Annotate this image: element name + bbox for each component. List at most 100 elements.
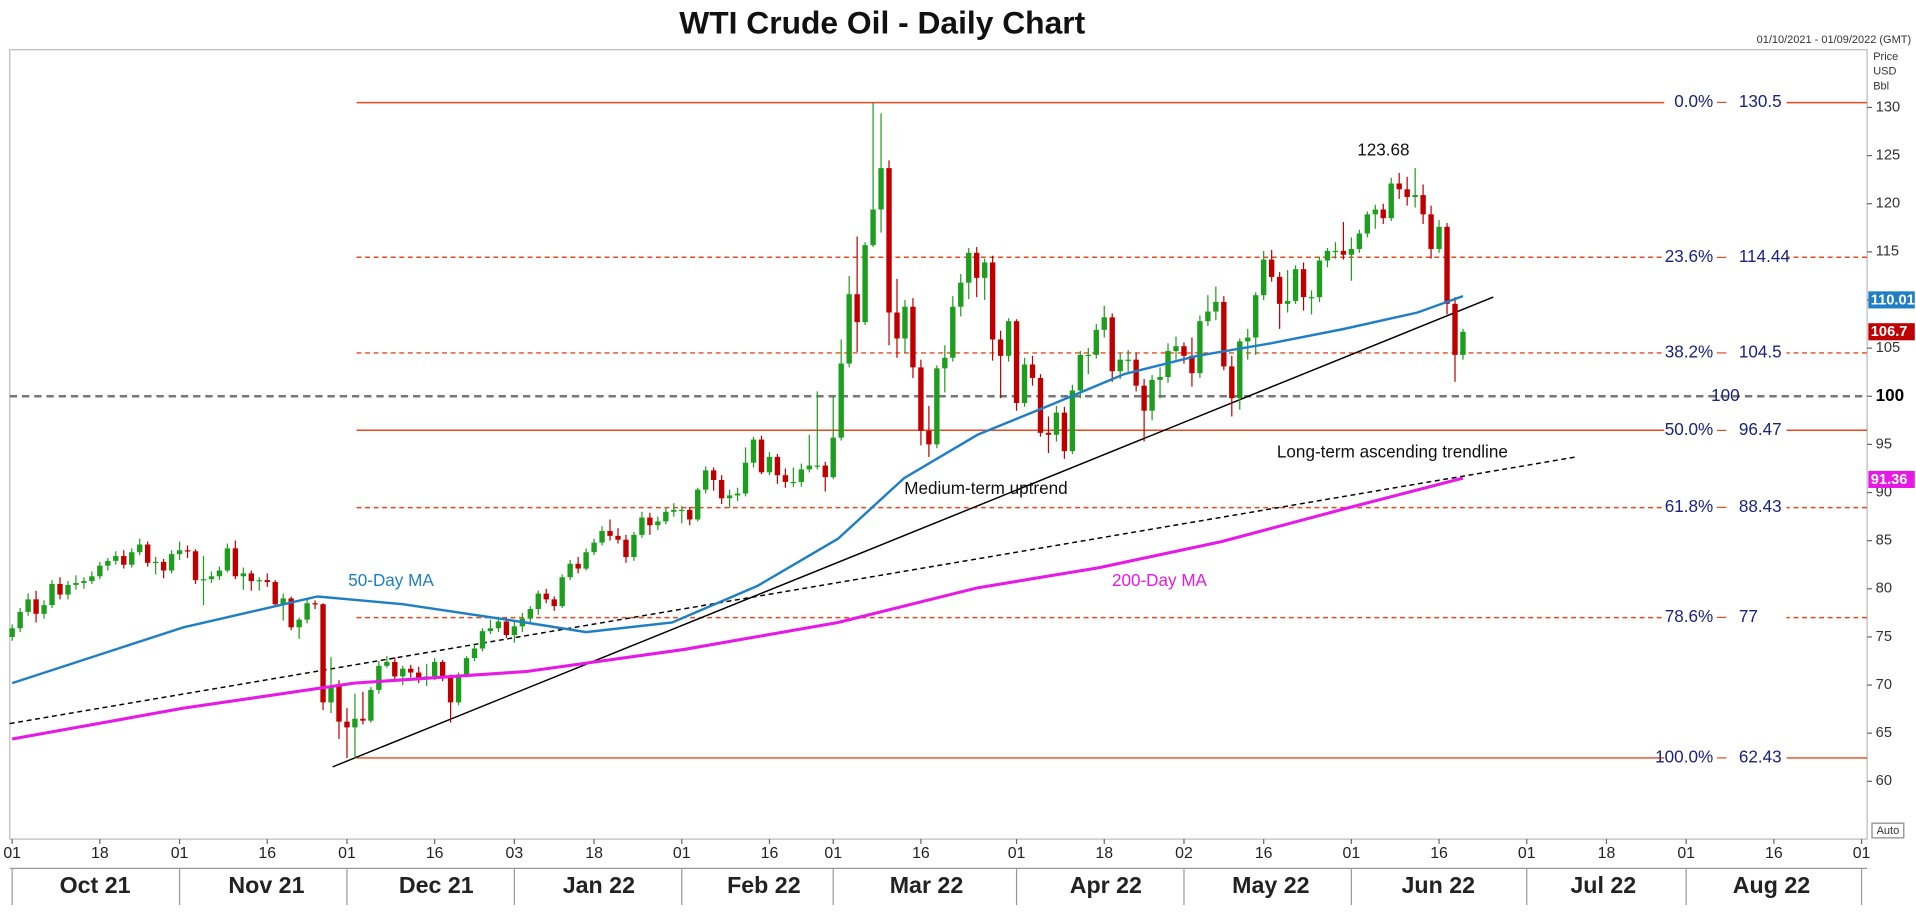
candle-body — [1268, 259, 1275, 277]
month-label: Jun 22 — [1402, 872, 1476, 898]
series-label: 50-Day MA — [348, 571, 434, 590]
candle-body — [702, 470, 709, 490]
candle-body — [137, 544, 143, 553]
month-label: Nov 21 — [228, 872, 304, 898]
y-tick-label: 95 — [1876, 436, 1892, 452]
candle-body — [822, 465, 828, 478]
fib-dash: – — [1717, 92, 1727, 111]
x-tick-label: 01 — [171, 845, 189, 862]
candle-body — [910, 306, 916, 368]
candle-body — [264, 580, 270, 583]
candle-body — [1237, 341, 1243, 399]
candle-body — [989, 262, 996, 340]
candle-body — [1292, 269, 1299, 301]
scale-mode-box — [1871, 822, 1905, 839]
candle-body — [65, 584, 71, 595]
x-tick-label: 01 — [1518, 845, 1536, 862]
candle-body — [663, 511, 669, 522]
candle-body — [599, 531, 605, 543]
candle-body — [766, 456, 773, 473]
candle-body — [1173, 346, 1179, 352]
candle-body — [33, 599, 39, 614]
candle-body — [862, 245, 868, 323]
trendline-label: Long-term ascending trendline — [1277, 442, 1508, 461]
candle-body — [567, 563, 573, 578]
candle-body — [1428, 214, 1434, 249]
candle-body — [814, 465, 820, 467]
candle-body — [384, 661, 390, 666]
candle-body — [160, 561, 167, 571]
unit-label: Bbl — [1873, 80, 1889, 92]
candle-body — [1253, 295, 1259, 338]
candle-body — [774, 456, 781, 476]
candle-body — [455, 674, 462, 703]
y-tick-label: 65 — [1876, 725, 1892, 741]
candle-body — [1316, 260, 1323, 298]
candle-body — [439, 661, 446, 677]
candle-body — [1444, 226, 1450, 304]
trendline — [332, 296, 1494, 768]
candle-body — [296, 619, 302, 628]
candle-body — [1388, 183, 1394, 219]
y-tick-label: 60 — [1876, 773, 1892, 789]
candle-body — [758, 439, 765, 473]
candle-body — [687, 509, 693, 520]
fib-ratio: 61.8% — [1665, 497, 1713, 516]
candle-body — [1109, 317, 1115, 372]
candle-body — [1436, 226, 1442, 249]
candle-body — [479, 631, 486, 649]
candle-body — [1221, 301, 1227, 367]
x-tick-label: 01 — [3, 845, 21, 862]
candle-body — [934, 368, 940, 445]
candle-body — [918, 367, 924, 431]
candle-body — [1037, 377, 1044, 433]
candle-body — [17, 611, 23, 629]
date-range: 01/10/2021 - 01/09/2022 (GMT) — [1757, 34, 1911, 46]
moving-average — [11, 294, 1464, 685]
candle-body — [121, 556, 127, 565]
candle-body — [750, 439, 757, 463]
fib-value: 114.44 — [1739, 247, 1790, 266]
candle-body — [113, 556, 119, 561]
fib-label-bg — [1664, 748, 1787, 768]
x-tick-label: 02 — [1175, 845, 1193, 862]
candle-body — [216, 570, 223, 577]
candle-body — [1013, 321, 1020, 403]
candle-body — [671, 509, 677, 512]
x-tick-label: 16 — [761, 845, 779, 862]
candle-body — [41, 605, 47, 614]
fib-value: 104.5 — [1739, 342, 1782, 361]
fib-ratio: 50.0% — [1665, 420, 1713, 439]
candle-body — [1189, 355, 1195, 374]
candle-body — [575, 563, 581, 569]
y-tick-label: 115 — [1876, 244, 1899, 260]
candle-body — [974, 252, 980, 278]
candle-body — [623, 539, 629, 558]
fib-ratio: 78.6% — [1665, 607, 1713, 626]
fib-ratio: 0.0% — [1674, 92, 1713, 111]
fib-ratio: 100.0% — [1655, 747, 1713, 766]
trendline-label: Medium-term uptrend — [904, 479, 1067, 498]
candle-body — [1396, 183, 1402, 190]
x-tick-label: 16 — [1255, 845, 1273, 862]
candle-body — [878, 168, 884, 210]
fib-dash: – — [1717, 342, 1727, 361]
y-tick-label: 120 — [1876, 196, 1900, 212]
candle-body — [997, 339, 1004, 356]
candle-body — [1340, 250, 1347, 255]
x-tick-label: 18 — [585, 845, 603, 862]
unit-label: USD — [1873, 66, 1896, 78]
month-label: Oct 21 — [60, 872, 131, 898]
fib-dash: – — [1717, 497, 1727, 516]
candle-body — [734, 493, 741, 496]
candle-body — [256, 580, 262, 582]
candle-body — [176, 550, 183, 555]
x-tick-label: 01 — [338, 845, 356, 862]
month-label: Apr 22 — [1070, 872, 1142, 898]
candle-body — [232, 548, 239, 577]
x-tick-label: 16 — [1765, 845, 1783, 862]
candle-body — [463, 658, 470, 675]
price-tag — [1868, 470, 1915, 488]
fib-dash: – — [1717, 247, 1727, 266]
